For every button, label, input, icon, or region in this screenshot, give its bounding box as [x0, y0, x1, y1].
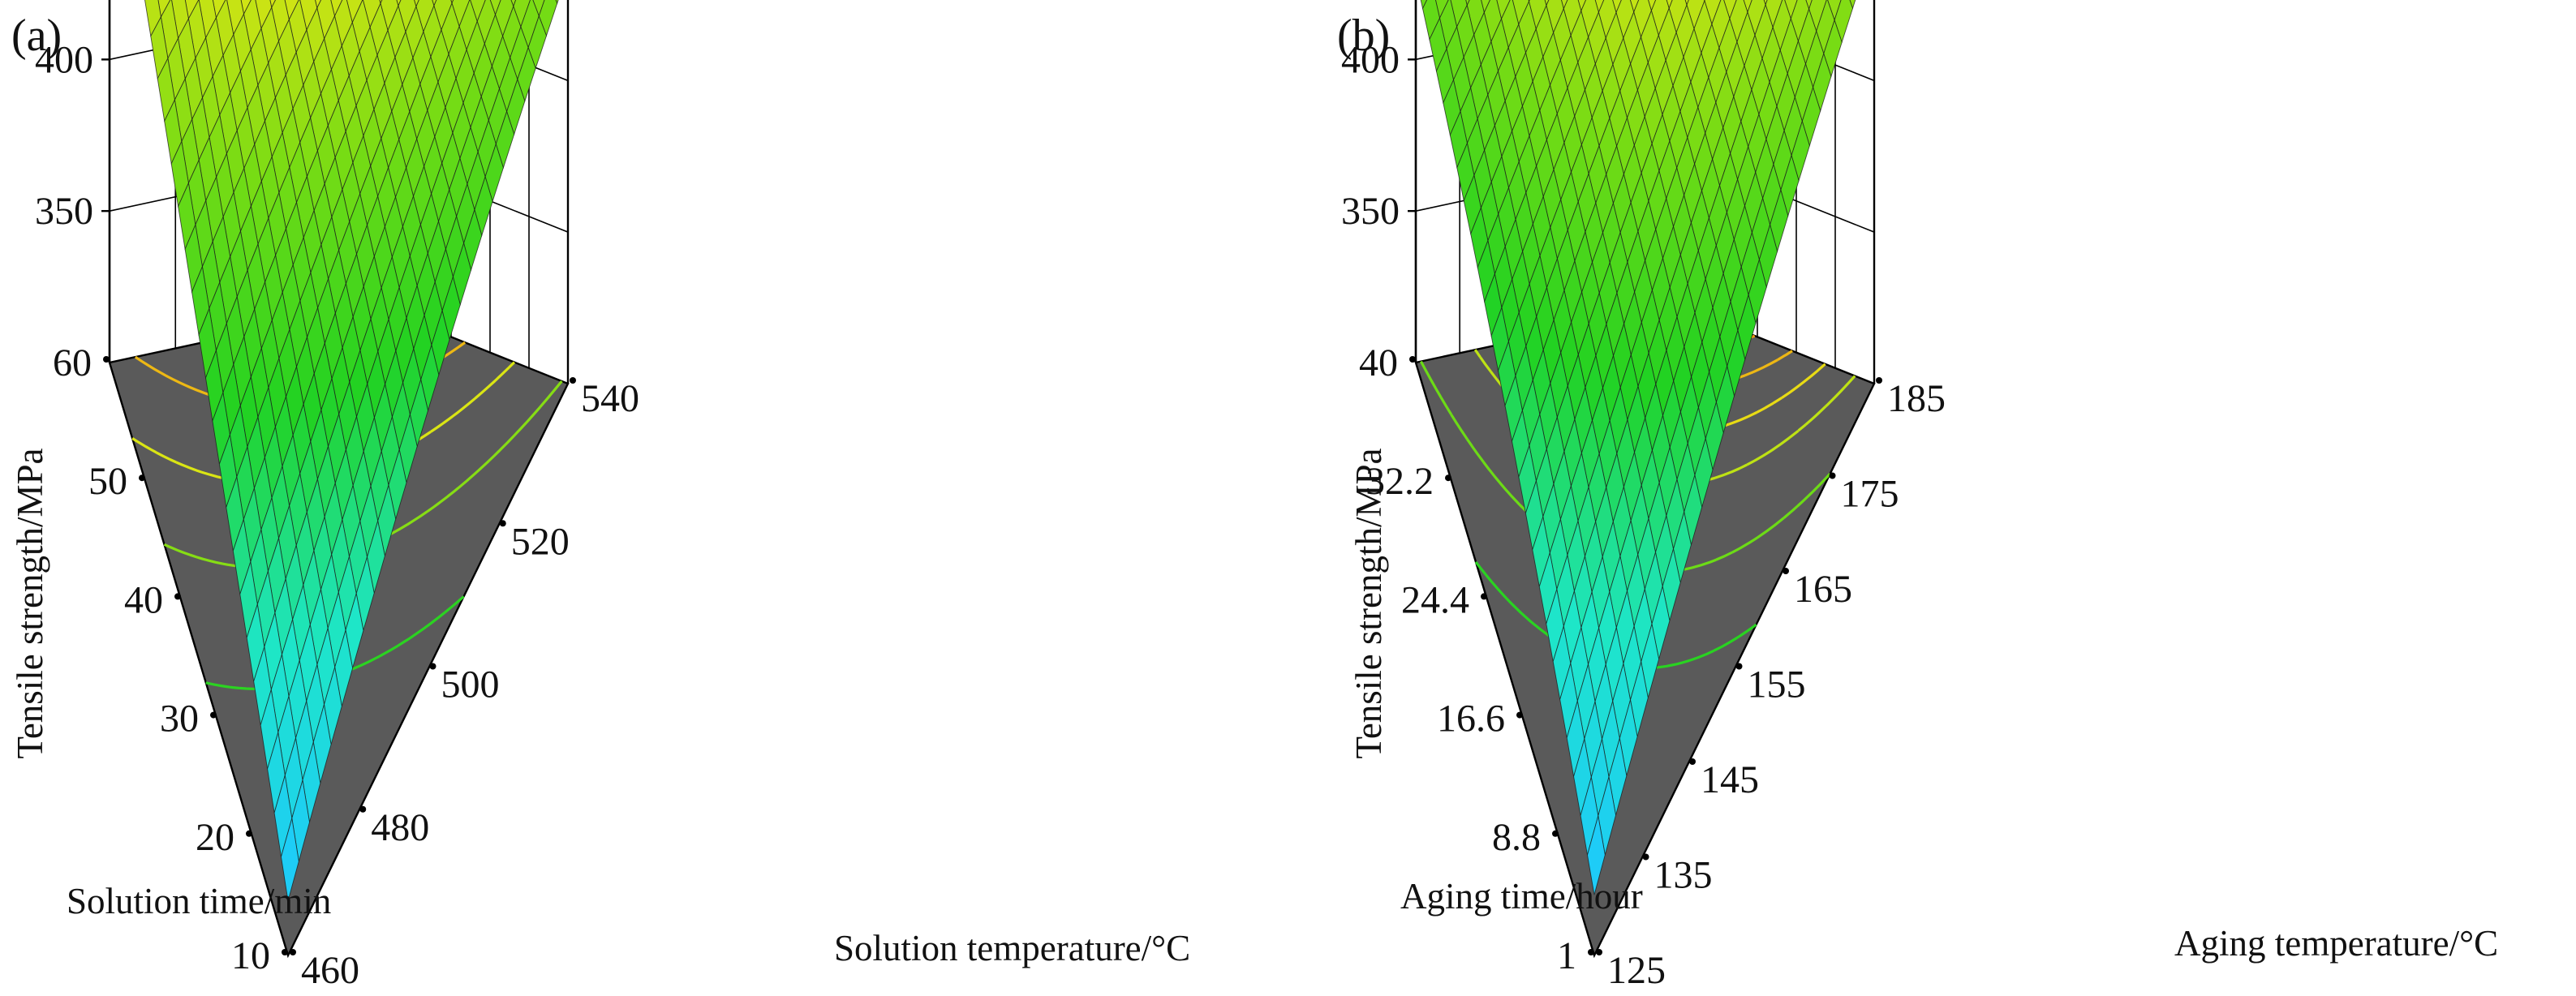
x-tick-label: 480: [371, 806, 429, 849]
panel-a-surface: [144, 0, 559, 901]
y-tick-mark: [1409, 356, 1416, 363]
y-tick-mark: [1481, 593, 1487, 600]
x-tick-label: 155: [1748, 663, 1806, 706]
z-tick-label: 400: [35, 38, 93, 81]
x-tick-label: 460: [301, 949, 359, 992]
surface-cell: [1420, 0, 1428, 10]
x-tick-mark: [1735, 663, 1743, 670]
surface-cell: [1594, 0, 1605, 14]
x-tick-label: 500: [441, 663, 500, 706]
y-tick-mark: [282, 949, 288, 955]
x-tick-mark: [1596, 949, 1602, 955]
y-tick-mark: [210, 711, 217, 719]
y-tick-mark: [139, 474, 145, 482]
x-tick-mark: [1783, 568, 1789, 574]
surface-cell: [1743, 0, 1752, 14]
panel-a-letter: (a): [11, 11, 62, 61]
surface-cell: [396, 0, 402, 7]
surface-cell: [281, 818, 299, 901]
z-tick-label: 350: [35, 190, 93, 233]
y-tick-mark: [174, 593, 181, 600]
y-tick-mark: [1552, 830, 1559, 837]
y-tick-mark: [246, 830, 252, 837]
x-tick-mark: [359, 805, 367, 813]
x-tick-mark: [1876, 377, 1882, 384]
x-tick-label: 165: [1794, 568, 1852, 611]
y-tick-label: 8.8: [1492, 816, 1541, 859]
x-tick-label: 185: [1887, 377, 1946, 420]
panel-b-ticks: 3504004505005506001251351451551651751851…: [1341, 38, 1946, 992]
surface-cell: [1648, 0, 1657, 12]
y-tick-mark: [103, 356, 110, 363]
y-tick-label: 30: [160, 698, 199, 741]
x-tick-mark: [1689, 758, 1696, 765]
x-tick-mark: [290, 949, 296, 955]
x-tick-mark: [570, 377, 576, 384]
x-tick-mark: [429, 663, 437, 670]
x-tick-mark: [1829, 472, 1836, 479]
surface-cell: [414, 0, 419, 8]
surface-cell: [1805, 0, 1813, 11]
panel-a-z-label: Tensile strength/MPa: [10, 448, 50, 758]
panel-b-letter: (b): [1337, 11, 1390, 61]
x-tick-label: 175: [1841, 473, 1899, 516]
surface-cell: [432, 0, 437, 7]
surface-cell: [1577, 0, 1587, 12]
y-tick-label: 50: [88, 460, 127, 503]
x-tick-label: 135: [1654, 854, 1713, 897]
surface-cell: [1612, 0, 1622, 14]
y-tick-label: 10: [231, 934, 270, 977]
surface-cell: [510, 0, 517, 8]
panel-b: (b) 350400450500550600125135145155165175…: [1337, 0, 2498, 992]
panel-b-x-label: Aging temperature/°C: [2174, 923, 2498, 964]
y-tick-label: 40: [1359, 341, 1398, 384]
z-tick-label: 400: [1341, 38, 1400, 81]
panel-b-z-label: Tensile strength/MPa: [1348, 448, 1389, 758]
surface-cell: [1481, 0, 1490, 14]
surface-cell: [1763, 0, 1768, 6]
x-tick-label: 125: [1607, 949, 1666, 992]
z-tick-label: 350: [1341, 190, 1400, 233]
panel-b-y-label: Aging time/hour: [1400, 876, 1643, 917]
panel-b-surface: [1420, 0, 1856, 895]
y-tick-mark: [1588, 949, 1594, 955]
x-tick-label: 540: [581, 377, 639, 420]
panel-a-x-label: Solution temperature/°C: [834, 928, 1190, 968]
y-tick-label: 60: [53, 341, 92, 384]
x-tick-label: 145: [1701, 758, 1759, 801]
x-tick-mark: [1642, 853, 1649, 861]
y-tick-mark: [1516, 711, 1523, 719]
y-tick-label: 20: [196, 816, 234, 859]
surface-cell: [1587, 815, 1606, 895]
panel-a-y-label: Solution time/min: [67, 881, 331, 921]
surface-cell: [1849, 0, 1856, 10]
surface-cell: [1629, 0, 1640, 14]
panel-a-ticks: 3504004505005506004604805005205401020304…: [35, 38, 639, 992]
y-tick-label: 40: [124, 578, 163, 621]
surface-cell: [1666, 0, 1673, 10]
surface-cell: [1560, 0, 1568, 11]
y-tick-label: 1: [1557, 934, 1576, 977]
y-tick-mark: [1445, 474, 1451, 482]
panel-a: (a) 350400450500550600460480500520540102…: [10, 0, 1190, 992]
x-tick-mark: [499, 520, 506, 527]
y-tick-label: 16.6: [1437, 698, 1505, 741]
y-tick-label: 24.4: [1401, 578, 1469, 621]
y-tick-label: 32.2: [1365, 460, 1434, 503]
x-tick-label: 520: [511, 520, 570, 563]
